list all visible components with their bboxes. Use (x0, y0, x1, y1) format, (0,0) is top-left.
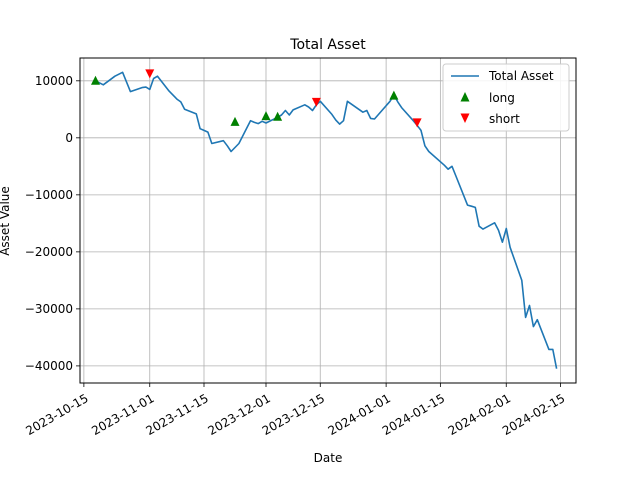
long-marker (261, 111, 271, 121)
series-layer (91, 69, 558, 369)
long-marker (389, 90, 399, 100)
short-marker (311, 97, 321, 107)
legend-label-long: long (489, 91, 515, 105)
legend-short-swatch (460, 113, 470, 123)
x-axis-label: Date (314, 451, 343, 465)
y-tick-label: 10000 (35, 74, 73, 88)
plot-frame (79, 57, 577, 384)
y-tick-label: −30000 (25, 302, 73, 316)
short-marker (412, 118, 422, 128)
y-tick-label: −40000 (25, 359, 73, 373)
long-marker (273, 111, 283, 121)
legend-label-total-asset: Total Asset (488, 69, 554, 83)
legend-long-swatch (460, 92, 470, 102)
y-axis-label: Asset Value (0, 186, 12, 256)
y-tick-label: −10000 (25, 188, 73, 202)
legend-box (442, 63, 570, 132)
series-line-total-asset (95, 71, 558, 369)
legend: Total Asset long short (442, 63, 570, 132)
y-tick-label: −20000 (25, 245, 73, 259)
chart-title: Total Asset (289, 37, 366, 53)
y-axis: −40000 −30000 −20000 −10000 0 10000 (25, 74, 80, 373)
long-marker (230, 116, 240, 126)
long-marker (91, 75, 100, 85)
short-marker (145, 69, 155, 79)
y-tick-label: 0 (65, 131, 73, 145)
legend-label-short: short (489, 112, 520, 126)
